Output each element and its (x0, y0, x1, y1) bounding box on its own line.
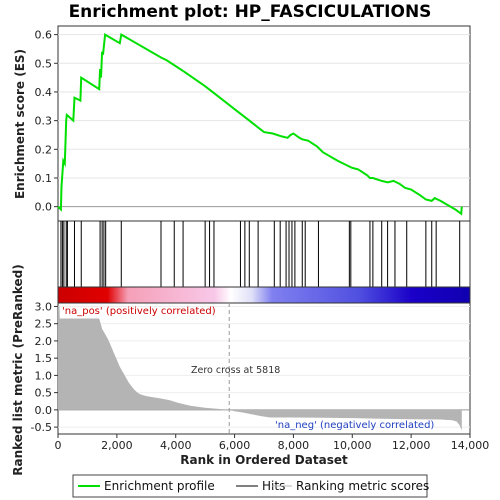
es-y-tick-label: 0.6 (35, 29, 53, 42)
ranking-metric-area (58, 306, 462, 431)
x-tick-label: 14,000 (451, 439, 490, 452)
es-y-tick-label: 0.5 (35, 57, 53, 70)
x-tick-label: 0 (55, 439, 62, 452)
metric-y-tick-label: 0.5 (35, 387, 53, 400)
es-y-tick-label: 0.1 (35, 172, 53, 185)
enrichment-profile-line (57, 32, 463, 216)
metric-y-ticks: -0.5 0.0 0.5 1.0 1.5 2.0 2.5 3.0 (31, 300, 58, 434)
metric-gridlines (58, 305, 470, 428)
negative-correlation-label: 'na_neg' (negatively correlated) (275, 420, 434, 431)
metric-y-tick-label: 2.0 (35, 335, 53, 348)
legend-label-metric: Ranking metric scores (296, 479, 429, 493)
zero-cross-label: Zero cross at 5818 (191, 365, 280, 376)
metric-y-tick-label: 1.0 (35, 369, 53, 382)
x-tick-label: 2,000 (101, 439, 133, 452)
es-y-ticks: 0.0 0.1 0.2 0.3 0.4 0.5 0.6 (35, 29, 58, 214)
es-panel: 0.0 0.1 0.2 0.3 0.4 0.5 0.6 Enrichment score (… (13, 25, 471, 222)
x-axis-label: Rank in Ordered Dataset (180, 453, 348, 467)
positive-correlation-label: 'na_pos' (positively correlated) (62, 306, 216, 317)
es-y-axis-label: Enrichment score (ES) (13, 49, 27, 199)
x-tick-label: 12,000 (392, 439, 431, 452)
ranking-color-bar (57, 286, 471, 304)
metric-y-tick-label: -0.5 (31, 421, 52, 434)
metric-y-tick-label: 3.0 (35, 300, 53, 313)
metric-y-tick-label: 2.5 (35, 318, 53, 331)
x-axis-ticks: 0 2,000 4,000 6,000 8,000 10,000 12,000 14,000 (55, 434, 490, 452)
metric-y-tick-label: 0.0 (35, 404, 53, 417)
es-panel-frame (57, 25, 471, 222)
es-y-tick-label: 0.2 (35, 143, 53, 156)
x-tick-label: 4,000 (160, 439, 192, 452)
chart-title: Enrichment plot: HP_FASCICULATIONS (69, 2, 432, 22)
x-tick-label: 10,000 (333, 439, 372, 452)
hit-markers (60, 221, 461, 287)
es-y-tick-label: 0.0 (35, 201, 53, 214)
legend: Enrichment profile Hits Ranking metric s… (72, 474, 429, 498)
metric-panel: -0.5 0.0 0.5 1.0 1.5 2.0 2.5 3.0 'na_pos' (posi… (11, 264, 471, 476)
es-gridlines (58, 34, 470, 208)
metric-y-axis-label: Ranked list metric (PreRanked) (11, 264, 25, 476)
hits-panel (57, 220, 471, 288)
es-y-tick-label: 0.4 (35, 86, 53, 99)
x-tick-label: 8,000 (278, 439, 310, 452)
x-tick-label: 6,000 (219, 439, 251, 452)
hits-panel-frame (57, 220, 471, 288)
es-y-tick-label: 0.3 (35, 115, 53, 128)
legend-label-enrichment: Enrichment profile (104, 479, 215, 493)
metric-y-tick-label: 1.5 (35, 352, 53, 365)
